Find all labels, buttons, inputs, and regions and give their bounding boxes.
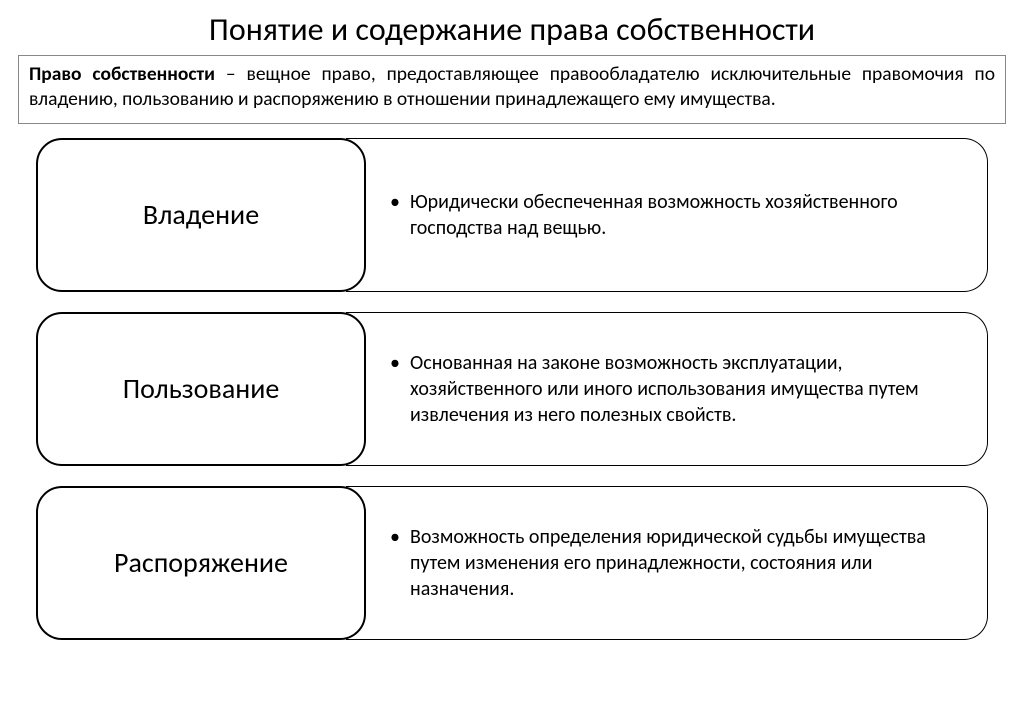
rows-container: Владение Юридически обеспеченная возможн… [18,138,1006,640]
label-card: Пользование [36,312,366,466]
desc-card: Возможность определения юридической судь… [346,486,988,640]
desc-text: Юридически обеспеченная возможность хозя… [390,189,965,241]
desc-card: Основанная на законе возможность эксплуа… [346,312,988,466]
row-vladenie: Владение Юридически обеспеченная возможн… [36,138,988,292]
row-polzovanie: Пользование Основанная на законе возможн… [36,312,988,466]
definition-box: Право собственности – вещное право, пред… [18,55,1006,124]
desc-text: Основанная на законе возможность эксплуа… [390,350,965,428]
page-title: Понятие и содержание права собственности [18,10,1006,49]
label-card: Владение [36,138,366,292]
label-text: Пользование [123,371,280,406]
desc-text: Возможность определения юридической судь… [390,524,965,602]
desc-card: Юридически обеспеченная возможность хозя… [346,138,988,292]
row-rasporyazhenie: Распоряжение Возможность определения юри… [36,486,988,640]
label-card: Распоряжение [36,486,366,640]
definition-term: Право собственности [29,62,215,86]
label-text: Владение [143,197,259,232]
label-text: Распоряжение [114,545,288,580]
